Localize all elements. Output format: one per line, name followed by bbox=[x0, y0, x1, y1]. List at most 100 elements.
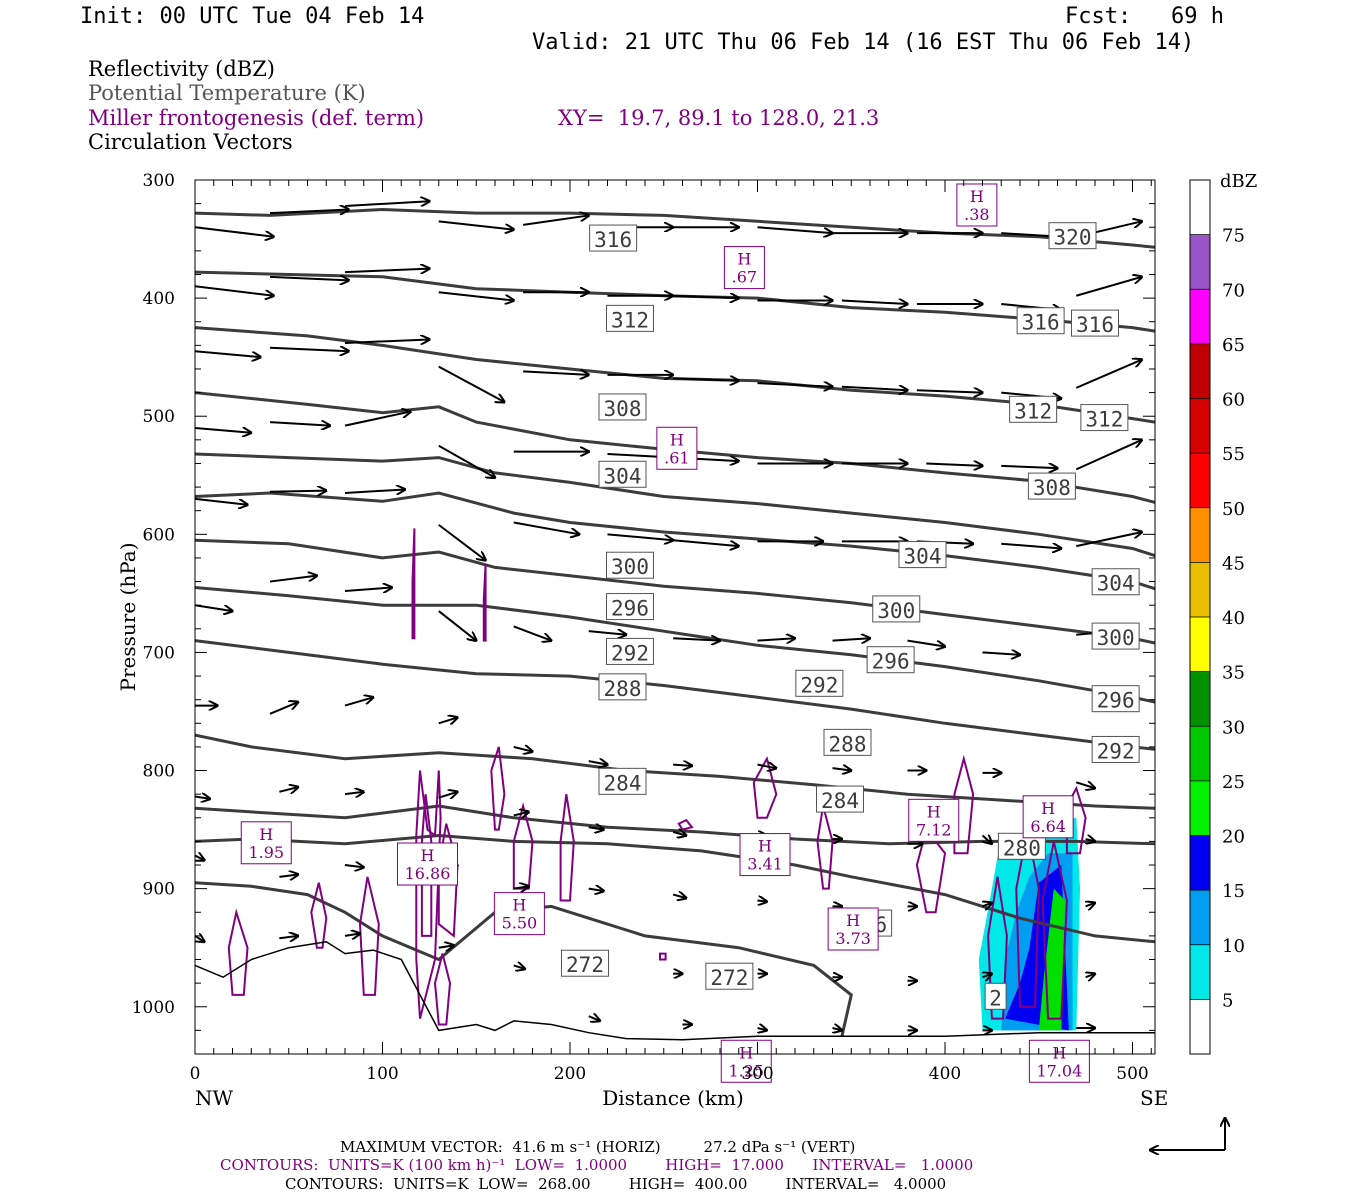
miller-max-h: H bbox=[670, 430, 684, 449]
nw-label: NW bbox=[195, 1086, 234, 1110]
valid-time: Valid: 21 UTC Thu 06 Feb 14 (16 EST Thu … bbox=[532, 30, 1195, 55]
circulation-vector bbox=[195, 856, 204, 861]
circulation-vector bbox=[438, 792, 458, 798]
init-time: Init: 00 UTC Tue 04 Feb 14 bbox=[80, 4, 425, 29]
circulation-vector bbox=[279, 787, 298, 792]
legend-reflectivity: Reflectivity (dBZ) bbox=[88, 57, 276, 81]
miller-contour bbox=[987, 876, 1008, 1020]
circulation-vector bbox=[344, 411, 411, 427]
theta-label: 296 bbox=[1097, 689, 1135, 713]
colorbar-swatch bbox=[1190, 671, 1210, 727]
theta-line bbox=[195, 491, 1155, 591]
theta-label: 312 bbox=[1085, 408, 1123, 432]
circulation-vector bbox=[832, 638, 871, 640]
theta-label-box bbox=[816, 785, 864, 813]
theta-label: 300 bbox=[877, 599, 915, 623]
circulation-vector bbox=[926, 463, 982, 465]
theta-label-box bbox=[984, 982, 1007, 1010]
circulation-vector bbox=[832, 768, 852, 770]
circulation-vector bbox=[195, 226, 274, 236]
terrain-line bbox=[195, 941, 1155, 1041]
theta-label-box bbox=[1016, 307, 1065, 335]
circulation-vector bbox=[344, 587, 392, 591]
circulation-vector bbox=[757, 638, 796, 640]
miller-max-value: .67 bbox=[732, 268, 757, 287]
miller-contours bbox=[227, 528, 1087, 1026]
theta-label: 272 bbox=[710, 966, 748, 990]
circulation-vector bbox=[1075, 360, 1142, 389]
miller-max-value: 7.12 bbox=[916, 820, 952, 839]
circulation-vector bbox=[513, 886, 529, 888]
circulation-vector bbox=[588, 631, 627, 635]
circulation-vector bbox=[513, 521, 580, 535]
reflectivity-region bbox=[1038, 888, 1065, 1031]
circulation-vector bbox=[522, 215, 589, 226]
circulation-vector bbox=[983, 903, 992, 907]
theta-line bbox=[195, 586, 1155, 704]
colorbar-title: dBZ bbox=[1220, 171, 1257, 192]
theta-label-box bbox=[705, 962, 754, 990]
y-tick-label: 800 bbox=[143, 762, 175, 782]
circulation-vector bbox=[1086, 903, 1095, 907]
colorbar-swatch bbox=[1190, 234, 1210, 290]
colorbar-swatch bbox=[1190, 944, 1210, 1000]
circulation-vector bbox=[344, 865, 364, 867]
miller-max-box bbox=[739, 833, 791, 877]
theta-label: 308 bbox=[604, 397, 642, 421]
circulation-vector bbox=[195, 936, 204, 942]
circulation-vector bbox=[841, 387, 908, 391]
theta-line bbox=[195, 207, 1155, 249]
circulation-vector bbox=[438, 610, 477, 641]
theta-label-box bbox=[1027, 472, 1076, 500]
theta-label-box bbox=[561, 949, 609, 977]
circulation-vector bbox=[841, 300, 908, 304]
colorbar-swatch bbox=[1190, 617, 1210, 672]
miller-contour bbox=[490, 746, 506, 831]
circulation-vector bbox=[269, 210, 349, 214]
circulation-vector bbox=[438, 524, 486, 560]
circulation-vector bbox=[588, 827, 604, 829]
circulation-vector bbox=[983, 974, 992, 978]
theta-label: 316 bbox=[1076, 313, 1114, 337]
miller-max-h: H bbox=[1041, 799, 1055, 818]
theta-label-box bbox=[898, 541, 947, 569]
colorbar-swatch bbox=[1190, 890, 1210, 945]
miller-contour bbox=[659, 952, 667, 961]
circulation-vector bbox=[523, 371, 589, 375]
colorbar-label: 15 bbox=[1222, 881, 1245, 902]
circulation-vector bbox=[513, 812, 529, 816]
x-tick-label: 100 bbox=[366, 1064, 398, 1084]
colorbar-swatch bbox=[1190, 453, 1210, 508]
theta-label: 284 bbox=[821, 789, 859, 813]
miller-max-box bbox=[240, 821, 292, 865]
circulation-vector bbox=[344, 934, 360, 936]
colorbar-label: 30 bbox=[1222, 717, 1245, 738]
colorbar-label: 25 bbox=[1222, 772, 1245, 793]
miller-max-box bbox=[493, 892, 545, 936]
circulation-vector bbox=[1076, 532, 1142, 548]
miller-max-box bbox=[956, 183, 998, 227]
x-tick-label: 500 bbox=[1116, 1064, 1148, 1084]
axis-layer: 0 100 200 300 400 500 300 400 500 600 700 800 900 100… bbox=[132, 171, 1155, 1084]
theta-label-box bbox=[1080, 404, 1129, 432]
circulation-vector bbox=[673, 765, 692, 766]
theta-label: 312 bbox=[1014, 399, 1052, 423]
theta-label: 292 bbox=[800, 673, 838, 697]
circulation-vector bbox=[344, 697, 373, 707]
legend-vectors: Circulation Vectors bbox=[88, 130, 293, 154]
colorbar-label: 55 bbox=[1222, 444, 1245, 465]
x-tick-label: 200 bbox=[554, 1064, 586, 1084]
x-axis-label: Distance (km) bbox=[602, 1086, 744, 1110]
colorbar-swatch bbox=[1190, 780, 1210, 836]
theta-label-box bbox=[598, 767, 647, 795]
theta-label: 316 bbox=[594, 228, 632, 252]
miller-max-box bbox=[1028, 1039, 1090, 1083]
y-tick-label: 900 bbox=[143, 880, 175, 900]
theta-label-box bbox=[606, 304, 654, 332]
miller-max-value: 16.86 bbox=[405, 864, 451, 883]
miller-max-h: H bbox=[970, 187, 984, 206]
miller-contour bbox=[411, 528, 416, 640]
theta-label-box bbox=[606, 593, 654, 621]
circulation-vector bbox=[588, 761, 608, 765]
theta-label: 300 bbox=[611, 555, 649, 579]
